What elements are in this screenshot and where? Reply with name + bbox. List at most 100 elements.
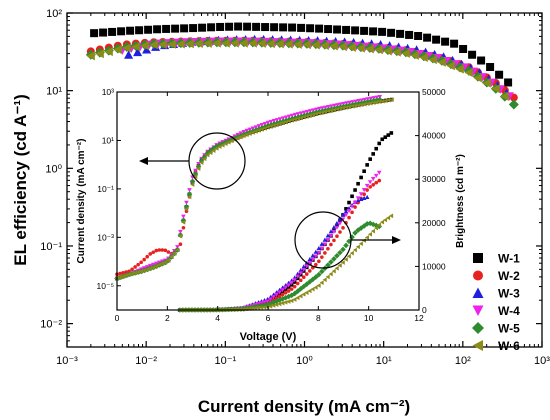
brightness-point-w-6	[385, 215, 391, 221]
brightness-point-w-6	[259, 305, 264, 310]
brightness-point-w-3	[340, 212, 346, 217]
data-point-w-1	[342, 25, 351, 34]
brightness-point-w-5	[358, 225, 364, 231]
current-density-point-w-5	[192, 171, 199, 177]
brightness-point-w-4	[319, 246, 325, 251]
current-density-point-w-6	[371, 100, 376, 106]
data-point-w-1	[441, 37, 450, 46]
current-density-point-w-4	[280, 116, 286, 121]
current-density-point-w-5	[204, 150, 211, 156]
brightness-point-w-1	[380, 137, 385, 142]
brightness-point-w-3	[298, 268, 304, 273]
current-density-series-w-6	[114, 97, 394, 281]
data-point-w-6	[230, 38, 239, 48]
current-density-point-w-4	[259, 123, 265, 128]
data-point-w-1	[216, 22, 225, 31]
brightness-point-w-4	[370, 177, 376, 182]
data-point-w-6	[293, 39, 302, 49]
inset-x-axis-label: Voltage (V)	[240, 331, 297, 343]
current-density-point-w-4	[193, 168, 198, 173]
brightness-point-w-2	[277, 294, 282, 299]
inset-x-tick-label: 2	[165, 313, 170, 323]
data-point-w-6	[482, 78, 491, 88]
inset-y-tick-label: 10⁻³	[97, 232, 114, 242]
current-density-point-w-6	[169, 254, 174, 260]
legend-item-w-5: W-5	[472, 322, 520, 336]
data-point-w-1	[198, 23, 207, 32]
current-density-point-w-5	[244, 130, 250, 137]
current-density-point-w-4	[178, 229, 183, 235]
data-point-w-6	[311, 40, 320, 50]
current-density-point-w-2	[178, 242, 183, 247]
data-point-w-1	[225, 22, 234, 31]
inset-y-tick-label: 10¹	[102, 135, 114, 145]
brightness-point-w-6	[367, 232, 372, 237]
data-point-w-1	[414, 31, 423, 40]
brightness-point-w-6	[334, 265, 339, 271]
inset-y2-ticks: 0 10000 20000 30000 40000 50000	[415, 87, 446, 315]
data-point-w-6	[257, 38, 266, 48]
main-y-tick-label: 10⁻¹	[40, 241, 62, 253]
brightness-point-w-6	[274, 302, 279, 308]
current-density-point-w-6	[126, 272, 131, 277]
current-density-point-w-4	[286, 114, 292, 119]
legend-marker-w-2	[473, 270, 483, 281]
data-point-w-6	[239, 38, 248, 48]
inset-y-tick-label: 10⁻⁵	[97, 281, 114, 291]
current-density-point-w-2	[127, 269, 131, 274]
main-y-tick-label: 10¹	[46, 86, 62, 98]
brightness-point-w-4	[271, 295, 276, 300]
brightness-point-w-4	[340, 217, 346, 222]
current-density-point-w-6	[129, 271, 134, 276]
data-point-w-6	[500, 91, 509, 101]
brightness-point-w-2	[283, 290, 288, 295]
current-density-point-w-4	[274, 118, 280, 123]
current-density-point-w-6	[289, 117, 294, 123]
brightness-point-w-1	[386, 133, 391, 137]
current-density-point-w-6	[377, 99, 382, 105]
data-point-w-6	[428, 55, 437, 65]
legend-label-w-6: W-6	[498, 339, 520, 353]
current-density-point-w-6	[311, 112, 316, 118]
legend-item-w-1: W-1	[473, 252, 520, 266]
legend-label-w-4: W-4	[498, 304, 520, 318]
inset-y2-tick-label: 0	[422, 305, 427, 315]
data-point-w-1	[270, 23, 279, 32]
current-density-point-w-6	[147, 266, 153, 271]
current-density-point-w-2	[124, 270, 128, 274]
brightness-point-w-2	[274, 296, 279, 301]
brightness-point-w-5	[303, 281, 310, 287]
current-density-point-w-6	[241, 133, 246, 139]
brightness-point-w-3	[322, 237, 328, 242]
brightness-point-w-4	[349, 204, 355, 209]
brightness-point-w-4	[313, 254, 319, 259]
current-density-point-w-6	[163, 260, 168, 265]
current-density-point-w-6	[301, 114, 307, 120]
brightness-point-w-1	[371, 152, 375, 156]
data-point-w-1	[234, 22, 243, 31]
brightness-point-w-2	[362, 192, 366, 196]
legend-item-w-2: W-2	[473, 269, 520, 283]
brightness-point-w-6	[349, 250, 354, 256]
brightness-point-w-4	[373, 173, 379, 179]
current-density-point-w-4	[289, 113, 295, 118]
inset-y-tick-label: 10⁻¹	[97, 184, 114, 194]
current-density-point-w-6	[359, 102, 364, 108]
data-point-w-1	[468, 50, 477, 59]
brightness-point-w-5	[270, 299, 277, 306]
brightness-point-w-1	[368, 157, 372, 161]
current-density-point-w-6	[329, 108, 334, 113]
current-density-point-w-6	[383, 98, 388, 103]
current-density-point-w-2	[148, 252, 153, 256]
brightness-point-w-3	[328, 229, 334, 234]
brightness-point-w-3	[325, 233, 331, 238]
data-point-w-6	[419, 53, 428, 63]
current-density-point-w-4	[262, 121, 268, 126]
data-point-w-3	[133, 47, 143, 57]
brightness-point-w-2	[295, 281, 300, 286]
data-point-w-6	[185, 39, 194, 49]
current-density-point-w-6	[298, 115, 304, 121]
brightness-point-w-1	[356, 181, 360, 186]
brightness-point-w-1	[383, 135, 388, 139]
inset-annotations	[139, 132, 401, 269]
